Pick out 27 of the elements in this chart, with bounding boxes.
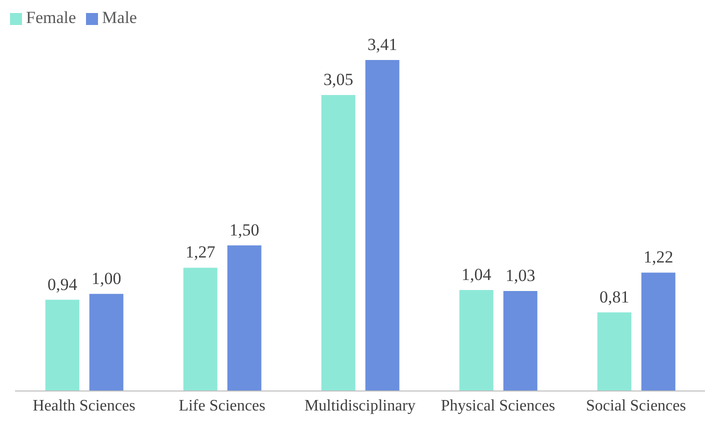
data-label: 1,00: [91, 268, 122, 288]
data-label: 0,81: [599, 287, 630, 306]
data-label: 1,27: [185, 242, 216, 262]
data-label: 3,05: [323, 70, 354, 89]
x-tick-label: Life Sciences: [178, 397, 266, 414]
data-label: 1,03: [505, 266, 536, 286]
data-label: 1,22: [643, 248, 674, 267]
bar: [503, 291, 538, 391]
bar: [365, 60, 400, 391]
data-label: 1,04: [461, 265, 492, 284]
x-tick-label: Physical Sciences: [440, 397, 556, 414]
bar: [89, 294, 124, 391]
bar: [321, 94, 356, 391]
bar: [227, 245, 262, 391]
data-label: 3,41: [367, 35, 398, 54]
bar: [597, 312, 632, 391]
bar: [45, 300, 80, 391]
bar: [183, 268, 218, 391]
x-tick-label: Social Sciences: [586, 397, 686, 414]
legend-label: Female: [26, 8, 76, 27]
data-label: 0,94: [47, 274, 78, 294]
legend-label: Male: [102, 8, 137, 27]
x-tick-label: Health Sciences: [32, 397, 136, 414]
bar: [641, 272, 676, 391]
x-tick-label: Multidisciplinary: [304, 397, 416, 414]
bar: [459, 290, 494, 391]
data-label: 1,50: [229, 220, 260, 240]
